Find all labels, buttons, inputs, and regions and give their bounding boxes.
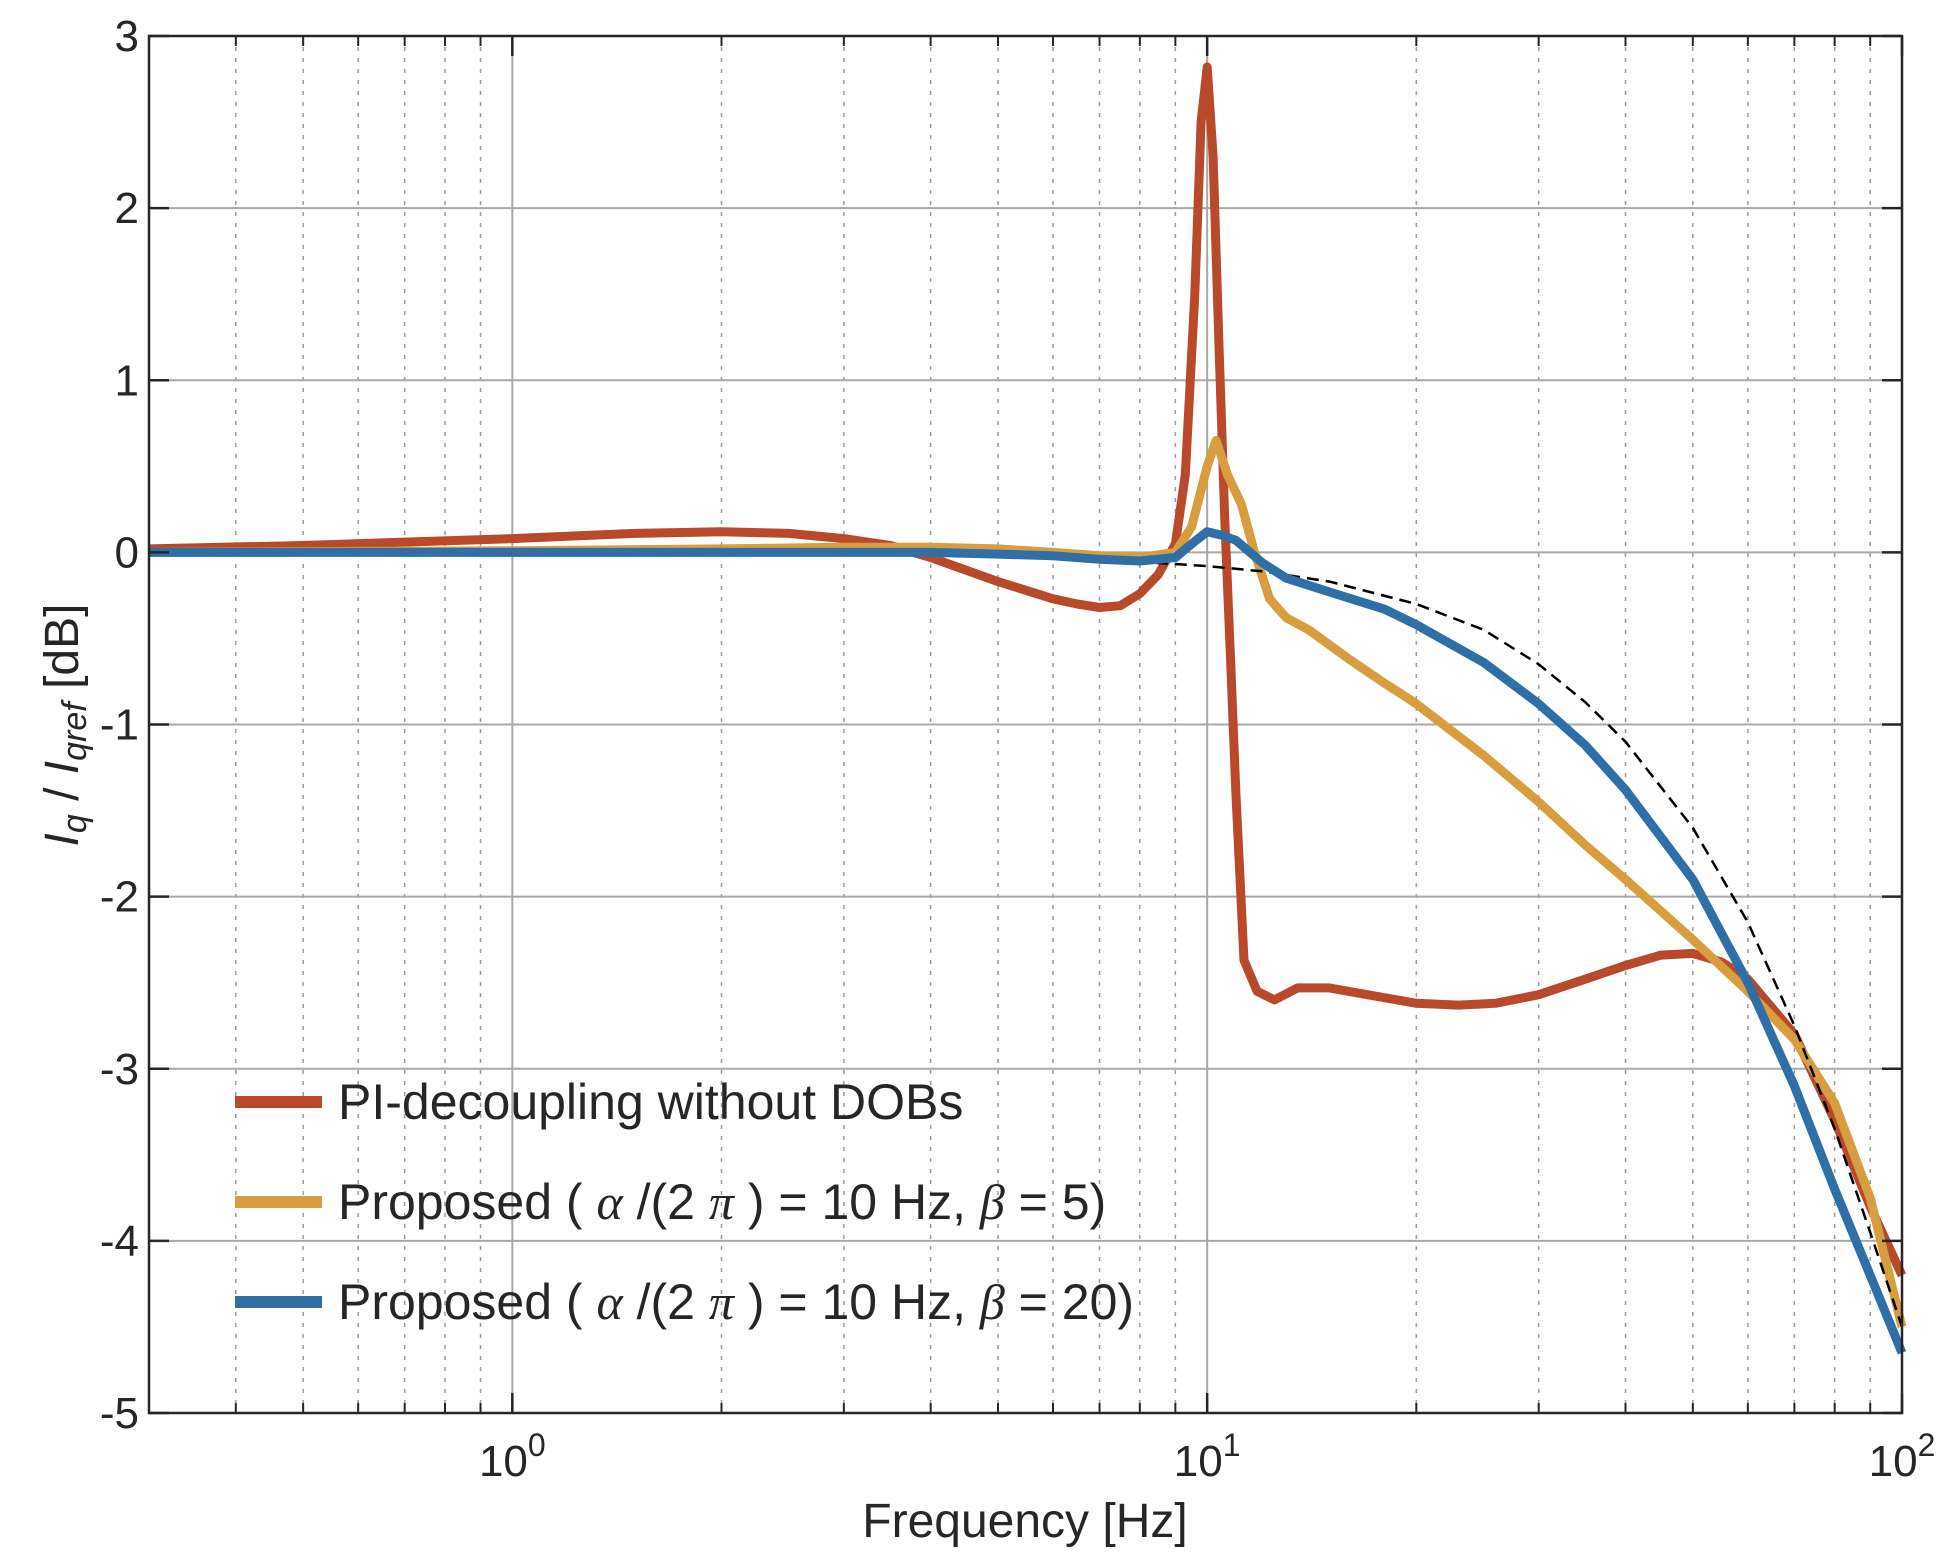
legend-greek-symbol: α (596, 1274, 624, 1330)
y-title-i1: I (36, 833, 89, 846)
x-tick-label: 100 (479, 1427, 546, 1486)
legend-text-part: Proposed ( (338, 1174, 596, 1230)
x-tick-exponent: 2 (1918, 1427, 1936, 1463)
series-line-2 (148, 436, 1907, 1328)
y-tick-label: 2 (115, 184, 139, 233)
legend-label-3: Proposed ( α /(2 π ) = 10 Hz, β = 20) (338, 1274, 1134, 1330)
x-tick-exponent: 1 (1223, 1427, 1241, 1463)
legend-greek-symbol: α (596, 1174, 624, 1230)
legend-text-part: ) = 10 Hz, (734, 1274, 980, 1330)
x-axis-title: Frequency [Hz] (862, 1495, 1187, 1548)
y-tick-label: 1 (115, 356, 139, 405)
legend-label-1: PI-decoupling without DOBs (338, 1074, 963, 1130)
legend-greek-symbol: π (709, 1174, 736, 1230)
x-tick-base: 10 (479, 1437, 528, 1486)
legend-text-part: = 20) (1005, 1274, 1134, 1330)
y-tick-label: -1 (100, 701, 139, 750)
y-tick-label: -5 (100, 1389, 139, 1438)
tick-marks (148, 34, 1904, 1415)
legend-text-part: /(2 (623, 1274, 709, 1330)
y-tick-label: -3 (100, 1045, 139, 1094)
legend-greek-symbol: β (979, 1274, 1005, 1330)
legend: PI-decoupling without DOBs Proposed ( α /… (235, 1074, 1134, 1330)
legend-label-2: Proposed ( α /(2 π ) = 10 Hz, β = 5) (338, 1174, 1106, 1230)
legend-text-part: ) = 10 Hz, (734, 1174, 980, 1230)
legend-text-part: PI-decoupling without DOBs (338, 1074, 963, 1130)
y-title-i2: I (36, 761, 89, 774)
legend-text-part: = 5) (1005, 1174, 1106, 1230)
y-tick-label: -2 (100, 873, 139, 922)
y-title-unit: [dB] (36, 604, 89, 703)
y-tick-label: 0 (115, 528, 139, 577)
legend-greek-symbol: β (979, 1174, 1005, 1230)
legend-text-part: /(2 (623, 1174, 709, 1230)
series-line-3 (149, 527, 1907, 1355)
series-layer (148, 62, 1907, 1355)
x-tick-label: 102 (1869, 1427, 1936, 1486)
y-axis-title: Iq / Iqref [dB] (36, 604, 94, 847)
y-title-qref: qref (56, 699, 94, 761)
x-tick-base: 10 (1869, 1437, 1918, 1486)
y-tick-label: 3 (115, 12, 139, 61)
y-tick-label: -4 (100, 1217, 139, 1266)
x-tick-exponent: 0 (528, 1427, 546, 1463)
legend-greek-symbol: π (709, 1274, 736, 1330)
x-tick-label: 101 (1174, 1427, 1241, 1486)
x-tick-base: 10 (1174, 1437, 1223, 1486)
legend-text-part: Proposed ( (338, 1274, 596, 1330)
y-title-slash: / (36, 774, 89, 814)
y-title-q: q (56, 814, 94, 833)
